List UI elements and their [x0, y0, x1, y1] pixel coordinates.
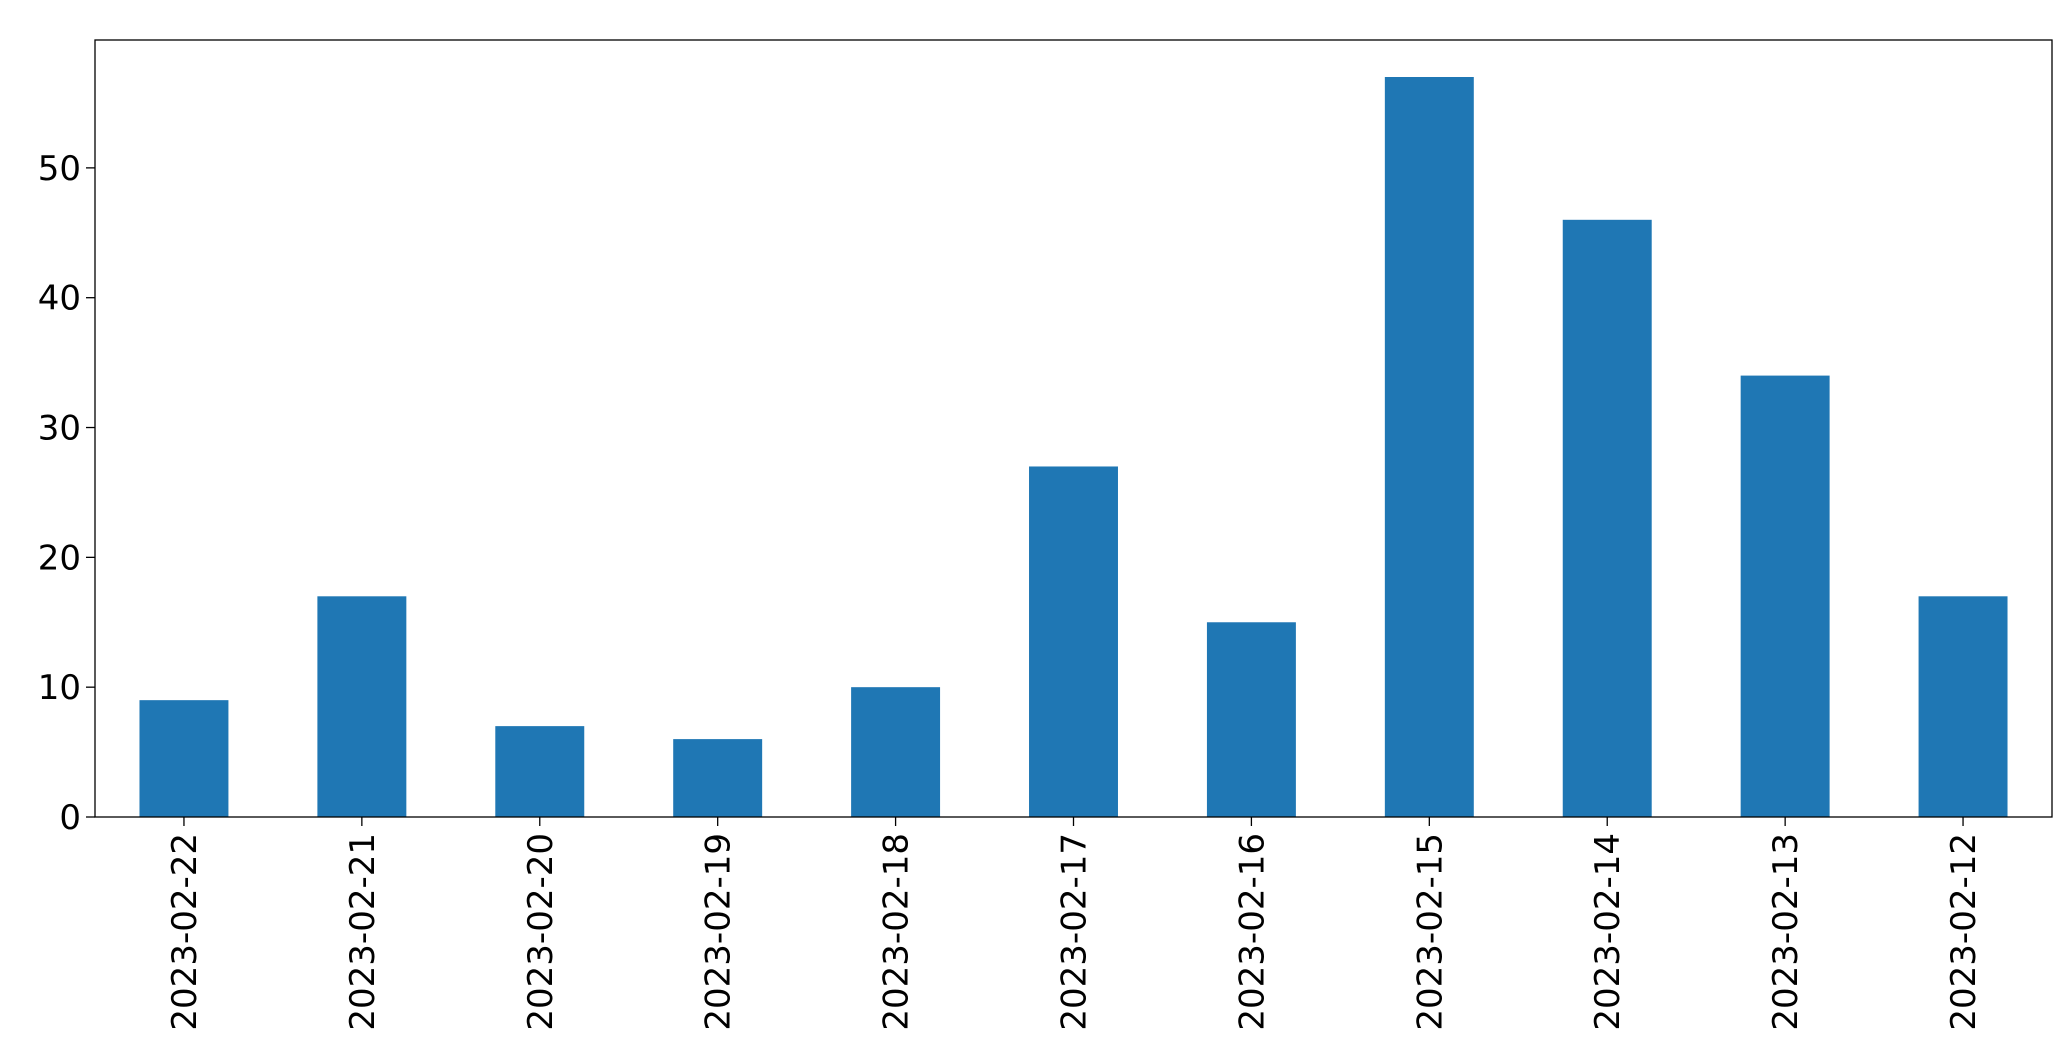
y-tick-label: 40 — [38, 279, 81, 319]
bar — [495, 726, 585, 817]
bar — [317, 596, 407, 817]
bar — [1206, 622, 1296, 817]
bar — [1562, 219, 1652, 818]
x-tick-label: 2023-02-19 — [699, 833, 739, 1031]
bar — [1740, 375, 1830, 817]
bar — [1918, 596, 2008, 817]
x-tick-label: 2023-02-12 — [1944, 833, 1984, 1031]
x-tick-label: 2023-02-20 — [521, 833, 561, 1031]
x-tick-label: 2023-02-21 — [343, 833, 383, 1031]
y-tick-label: 50 — [38, 149, 81, 189]
y-tick-label: 20 — [38, 538, 81, 578]
y-tick-label: 10 — [38, 668, 81, 708]
x-tick-label: 2023-02-22 — [165, 833, 205, 1031]
y-tick-label: 0 — [59, 798, 81, 838]
bar — [1384, 77, 1474, 817]
x-tick-label: 2023-02-15 — [1410, 833, 1450, 1031]
x-tick-label: 2023-02-18 — [877, 833, 917, 1031]
bar — [673, 739, 763, 817]
x-tick-label: 2023-02-17 — [1055, 833, 1095, 1031]
bar — [1029, 466, 1118, 817]
x-tick-label: 2023-02-13 — [1766, 833, 1806, 1031]
bar — [139, 700, 229, 817]
x-tick-label: 2023-02-16 — [1232, 833, 1272, 1031]
bar — [851, 687, 941, 817]
y-tick-label: 30 — [38, 409, 81, 449]
x-tick-label: 2023-02-14 — [1588, 833, 1628, 1031]
